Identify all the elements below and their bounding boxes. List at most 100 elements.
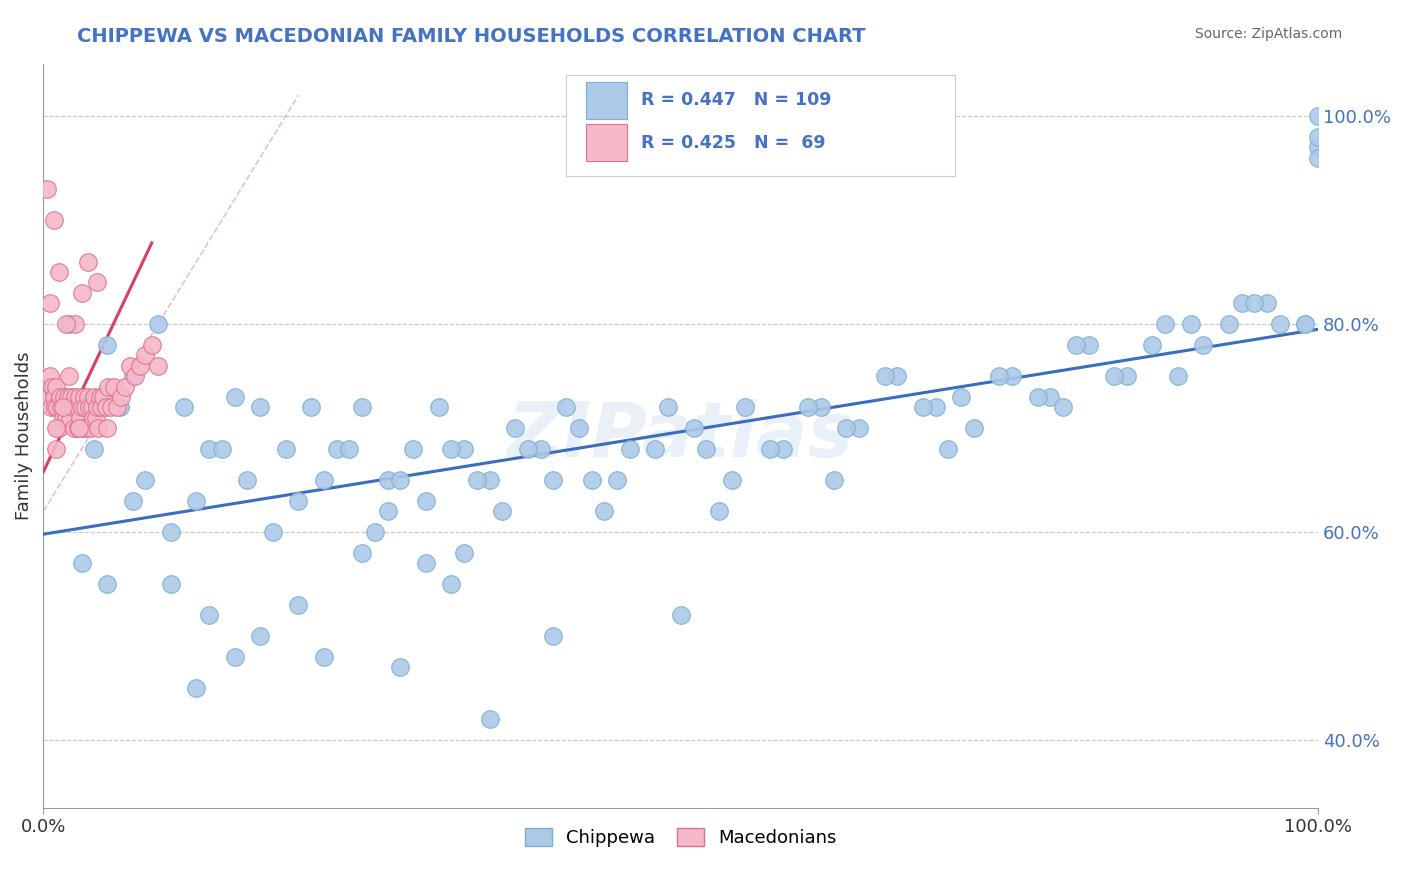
Point (950, 390, 973, 404)
Point (76, 421, 98, 435)
Point (52, 390, 75, 404)
Point (84, 410, 107, 425)
Legend: Chippewa, Macedonians: Chippewa, Macedonians (517, 821, 844, 855)
Point (66, 421, 89, 435)
Point (224, 390, 246, 404)
Point (110, 390, 132, 404)
Point (1192, 338, 1215, 352)
Point (48, 265, 70, 279)
Point (58, 369, 80, 384)
Point (48, 421, 70, 435)
Point (1167, 369, 1189, 384)
Point (38, 369, 60, 384)
Point (1154, 317, 1177, 331)
Point (90, 401, 112, 415)
Point (55, 317, 77, 331)
Point (1064, 338, 1087, 352)
Point (873, 369, 896, 384)
Point (415, 494, 437, 508)
Point (79, 401, 101, 415)
FancyBboxPatch shape (567, 75, 955, 176)
Point (114, 379, 136, 393)
Point (103, 379, 125, 393)
Point (97, 379, 120, 393)
Point (124, 369, 146, 384)
Point (37, 379, 59, 393)
Point (236, 473, 259, 487)
Point (120, 359, 142, 373)
Point (56, 390, 79, 404)
Point (83, 442, 105, 456)
Point (478, 712, 501, 726)
Point (134, 348, 156, 362)
Point (96, 577, 118, 591)
Point (65, 317, 87, 331)
Point (46, 401, 69, 415)
Point (1308, 109, 1330, 123)
Point (644, 442, 666, 456)
Point (41, 379, 63, 393)
Point (925, 401, 948, 415)
Point (224, 649, 246, 664)
Point (402, 442, 425, 456)
Point (58, 401, 80, 415)
Point (1294, 317, 1316, 331)
Point (759, 442, 782, 456)
Point (39, 401, 62, 415)
Point (63, 421, 86, 435)
Point (886, 369, 908, 384)
Point (38, 296, 60, 310)
Point (1243, 296, 1265, 310)
Point (186, 681, 208, 695)
Point (848, 421, 870, 435)
Point (797, 401, 820, 415)
Point (720, 473, 742, 487)
Point (1180, 317, 1202, 331)
Point (38, 390, 60, 404)
Point (581, 473, 603, 487)
Point (810, 401, 832, 415)
Point (593, 504, 616, 518)
Point (415, 557, 437, 571)
Point (80, 401, 103, 415)
Point (45, 442, 67, 456)
Point (938, 442, 960, 456)
Point (491, 504, 513, 518)
Point (988, 369, 1011, 384)
Point (669, 608, 692, 623)
Point (70, 557, 93, 571)
Point (543, 629, 565, 643)
Point (1308, 140, 1330, 154)
Point (1256, 296, 1278, 310)
Point (377, 473, 399, 487)
Point (364, 525, 387, 540)
Point (707, 504, 730, 518)
Point (1026, 390, 1049, 404)
Point (249, 401, 271, 415)
Point (160, 577, 183, 591)
Point (146, 317, 169, 331)
Point (453, 546, 475, 560)
Point (274, 442, 297, 456)
Point (82, 410, 104, 425)
Point (734, 401, 756, 415)
Point (79, 421, 101, 435)
Point (69, 410, 91, 425)
Point (86, 401, 108, 415)
Point (287, 494, 309, 508)
Point (555, 401, 578, 415)
Point (105, 401, 128, 415)
Point (1077, 338, 1099, 352)
Point (91, 390, 114, 404)
Point (65, 401, 87, 415)
Text: Source: ZipAtlas.com: Source: ZipAtlas.com (1195, 27, 1343, 41)
Point (772, 442, 794, 456)
Point (1308, 129, 1330, 144)
Text: ZIPatlas: ZIPatlas (508, 399, 853, 473)
Point (53, 401, 76, 415)
Point (67, 421, 90, 435)
Point (465, 473, 488, 487)
Point (72, 421, 94, 435)
Text: R = 0.447   N = 109: R = 0.447 N = 109 (641, 91, 831, 109)
Point (325, 442, 347, 456)
